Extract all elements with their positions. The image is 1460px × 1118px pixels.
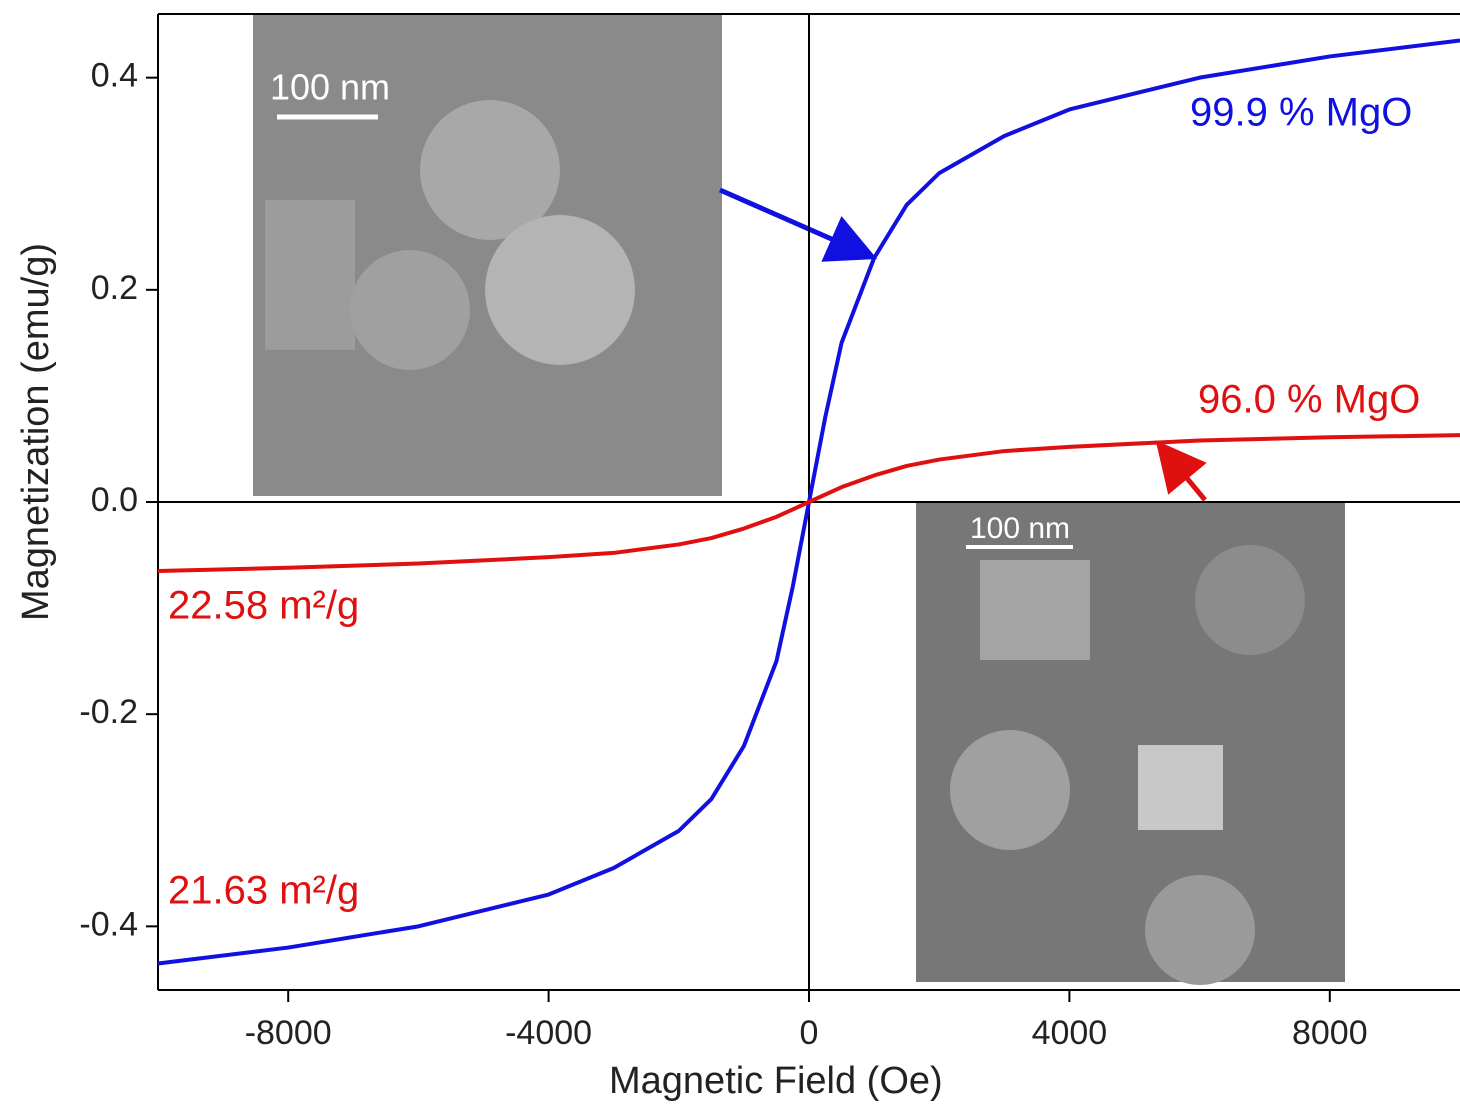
y-tick-label: -0.4: [79, 905, 138, 943]
x-axis-label: Magnetic Field (Oe): [609, 1060, 943, 1102]
insets: 100 nm 100 nm: [253, 14, 1345, 985]
annotation: 22.58 m²/g: [168, 584, 359, 628]
y-tick-label: 0.0: [91, 481, 138, 519]
arrow: [1155, 440, 1207, 502]
particle: [980, 560, 1090, 660]
series-label: 96.0 % MgO: [1198, 378, 1420, 422]
annotation: 21.63 m²/g: [168, 869, 359, 913]
particle: [350, 250, 470, 370]
x-tick-label: 8000: [1292, 1014, 1368, 1052]
y-axis-label: Magnetization (emu/g): [15, 243, 57, 621]
particle: [1145, 875, 1255, 985]
scale-label: 100 nm: [270, 67, 390, 108]
particle: [950, 730, 1070, 850]
scale-label: 100 nm: [970, 512, 1070, 545]
x-tick-label: 4000: [1032, 1014, 1108, 1052]
particle: [420, 100, 560, 240]
arrow: [718, 187, 878, 262]
particle: [485, 215, 635, 365]
y-tick-label: 0.2: [91, 269, 138, 307]
series-line: [157, 433, 1460, 573]
series-label: 99.9 % MgO: [1190, 91, 1412, 135]
particle: [265, 200, 355, 350]
particle: [1138, 745, 1223, 830]
x-tick-label: -4000: [505, 1014, 592, 1052]
x-tick-label: -8000: [245, 1014, 332, 1052]
x-tick-label: 0: [800, 1014, 819, 1052]
particle: [1195, 545, 1305, 655]
y-tick-label: -0.2: [79, 693, 138, 731]
y-tick-label: 0.4: [91, 57, 138, 95]
